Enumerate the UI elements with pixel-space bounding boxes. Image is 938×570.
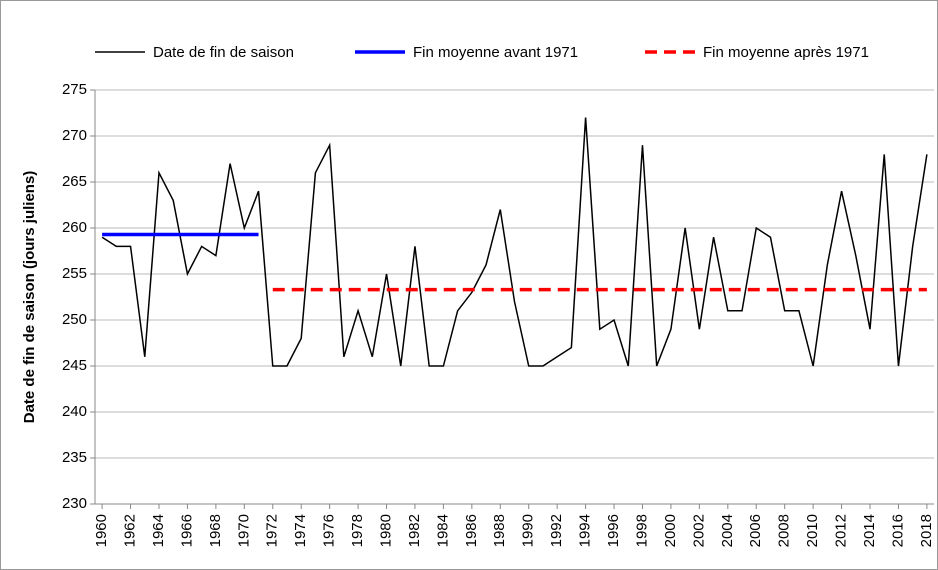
y-tick-label: 235 [62, 449, 87, 466]
x-tick-label: 1986 [463, 514, 480, 547]
x-tick-label: 2012 [833, 514, 850, 547]
x-tick-label: 1962 [122, 514, 139, 547]
y-tick-label: 250 [62, 311, 87, 328]
x-tick-label: 2006 [747, 514, 764, 547]
x-tick-label: 1978 [349, 514, 366, 547]
x-tick-label: 2000 [662, 514, 679, 547]
series-line [101, 117, 928, 367]
x-tick-label: 2002 [690, 514, 707, 547]
legend-label: Fin moyenne avant 1971 [413, 44, 578, 61]
x-tick-label: 2004 [719, 514, 736, 547]
y-tick-label: 240 [62, 403, 87, 420]
y-tick-label: 245 [62, 357, 87, 374]
x-tick-label: 1992 [548, 514, 565, 547]
x-tick-label: 1988 [491, 514, 508, 547]
x-tick-label: 1966 [178, 514, 195, 547]
x-tick-label: 1996 [605, 514, 622, 547]
x-tick-label: 2014 [861, 514, 878, 547]
x-tick-label: 1974 [292, 514, 309, 547]
x-tick-label: 1994 [577, 514, 594, 547]
y-tick-label: 230 [62, 495, 87, 512]
x-tick-label: 2008 [776, 514, 793, 547]
x-tick-label: 1980 [377, 514, 394, 547]
x-tick-label: 1990 [520, 514, 537, 547]
x-tick-label: 1960 [93, 514, 110, 547]
y-tick-label: 255 [62, 265, 87, 282]
x-tick-label: 1968 [207, 514, 224, 547]
y-tick-label: 275 [62, 81, 87, 98]
x-tick-label: 1972 [264, 514, 281, 547]
x-tick-label: 2016 [889, 514, 906, 547]
legend-label: Date de fin de saison [153, 44, 294, 61]
x-tick-label: 1970 [235, 514, 252, 547]
x-tick-label: 1964 [150, 514, 167, 547]
x-tick-label: 2018 [918, 514, 935, 547]
legend-label: Fin moyenne après 1971 [703, 44, 869, 61]
x-tick-label: 1982 [406, 514, 423, 547]
y-tick-label: 260 [62, 219, 87, 236]
x-tick-label: 1976 [321, 514, 338, 547]
x-tick-label: 1998 [633, 514, 650, 547]
x-tick-label: 2010 [804, 514, 821, 547]
y-tick-label: 270 [62, 127, 87, 144]
y-tick-label: 265 [62, 173, 87, 190]
y-axis-title: Date de fin de saison (jours juliens) [21, 171, 38, 424]
x-tick-label: 1984 [434, 514, 451, 547]
